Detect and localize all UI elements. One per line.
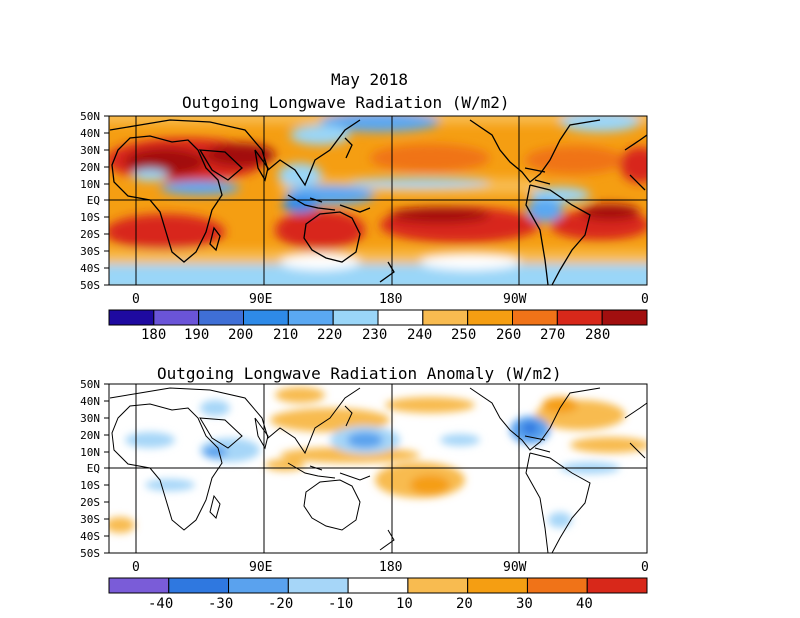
- bottom-colorbar-swatch: [168, 577, 230, 594]
- top-colorbar-label: 190: [184, 327, 210, 343]
- bottom-lat-label: 10S: [80, 479, 100, 492]
- top-lat-label: 50S: [80, 279, 100, 292]
- bottom-lat-label: 30N: [80, 412, 100, 425]
- top-colorbar-label: 220: [317, 327, 343, 343]
- top-lat-label: 30S: [80, 245, 100, 258]
- top-lat-label: 20S: [80, 228, 100, 241]
- chart-title-olr: Outgoing Longwave Radiation (W/m2): [182, 93, 510, 112]
- top-lat-label: EQ: [86, 194, 100, 207]
- bottom-colorbar-swatch: [108, 577, 170, 594]
- bottom-lat-label: 10N: [80, 446, 100, 459]
- chart-title-anomaly: Outgoing Longwave Radiation Anomaly (W/m…: [157, 364, 562, 383]
- top-lon-label: 90W: [503, 292, 527, 307]
- top-colorbar-swatch: [243, 309, 289, 326]
- bottom-lat-label: 50S: [80, 547, 100, 560]
- bottom-coastlines: [109, 387, 648, 554]
- bottom-map-grid: [109, 384, 647, 553]
- top-lon-label: 0: [641, 292, 649, 307]
- top-lon-label: 90E: [249, 292, 273, 307]
- bottom-colorbar-label: 10: [396, 596, 413, 612]
- bottom-colorbar-swatch: [586, 577, 648, 594]
- bottom-colorbar-label: -30: [208, 596, 234, 612]
- bottom-lat-label: EQ: [86, 462, 100, 475]
- top-lon-label: 180: [379, 292, 403, 307]
- top-colorbar-swatch: [377, 309, 424, 326]
- bottom-lat-label: 20S: [80, 496, 100, 509]
- bottom-lat-label: 40S: [80, 530, 100, 543]
- top-lat-label: 50N: [80, 110, 100, 123]
- top-colorbar-label: 260: [496, 327, 522, 343]
- top-colorbar-swatch: [287, 309, 334, 326]
- top-lat-label: 40N: [80, 127, 100, 140]
- top-colorbar-swatch: [601, 309, 648, 326]
- top-colorbar-swatch: [332, 309, 379, 326]
- bottom-lon-label: 90W: [503, 560, 527, 575]
- bottom-lat-label: 50N: [80, 378, 100, 391]
- top-colorbar-label: 250: [451, 327, 477, 343]
- top-colorbar-label: 270: [540, 327, 566, 343]
- top-colorbar-label: 230: [362, 327, 388, 343]
- bottom-colorbar-swatch: [347, 577, 409, 594]
- top-colorbar-swatch: [153, 309, 200, 326]
- top-lat-label: 30N: [80, 144, 100, 157]
- bottom-colorbar-swatch: [287, 577, 349, 594]
- top-map-grid: [109, 116, 647, 285]
- bottom-lon-label: 90E: [249, 560, 273, 575]
- top-colorbar-swatch: [108, 309, 155, 326]
- bottom-lat-label: 20N: [80, 429, 100, 442]
- top-lat-label: 40S: [80, 262, 100, 275]
- top-colorbar-label: 210: [273, 327, 299, 343]
- top-colorbar-swatch: [198, 309, 245, 326]
- bottom-colorbar-label: -10: [328, 596, 354, 612]
- top-colorbar-swatch: [556, 309, 603, 326]
- top-lon-label: 0: [132, 292, 140, 307]
- chart-title-date: May 2018: [331, 70, 409, 89]
- top-colorbar-swatch: [512, 309, 558, 326]
- bottom-colorbar-label: 30: [516, 596, 533, 612]
- bottom-colorbar-label: -40: [148, 596, 174, 612]
- bottom-lon-label: 180: [379, 560, 403, 575]
- bottom-lat-label: 40N: [80, 395, 100, 408]
- top-colorbar-label: 180: [141, 327, 167, 343]
- bottom-lat-label: 30S: [80, 513, 100, 526]
- bottom-colorbar-label: -20: [268, 596, 294, 612]
- top-colorbar-label: 200: [228, 327, 254, 343]
- bottom-lon-label: 0: [641, 560, 649, 575]
- top-colorbar: [108, 309, 648, 326]
- bottom-colorbar-swatch: [407, 577, 469, 594]
- bottom-colorbar-swatch: [467, 577, 528, 594]
- top-coastlines: [109, 119, 648, 286]
- top-colorbar-swatch: [467, 309, 513, 326]
- bottom-colorbar-swatch: [228, 577, 289, 594]
- top-colorbar-swatch: [422, 309, 469, 326]
- bottom-colorbar-label: 40: [576, 596, 593, 612]
- top-lat-label: 10N: [80, 178, 100, 191]
- top-colorbar-label: 280: [585, 327, 611, 343]
- bottom-lon-label: 0: [132, 560, 140, 575]
- bottom-colorbar: [108, 577, 648, 594]
- bottom-colorbar-swatch: [526, 577, 588, 594]
- top-lat-label: 10S: [80, 211, 100, 224]
- top-lat-label: 20N: [80, 161, 100, 174]
- top-colorbar-label: 240: [407, 327, 433, 343]
- bottom-colorbar-label: 20: [456, 596, 473, 612]
